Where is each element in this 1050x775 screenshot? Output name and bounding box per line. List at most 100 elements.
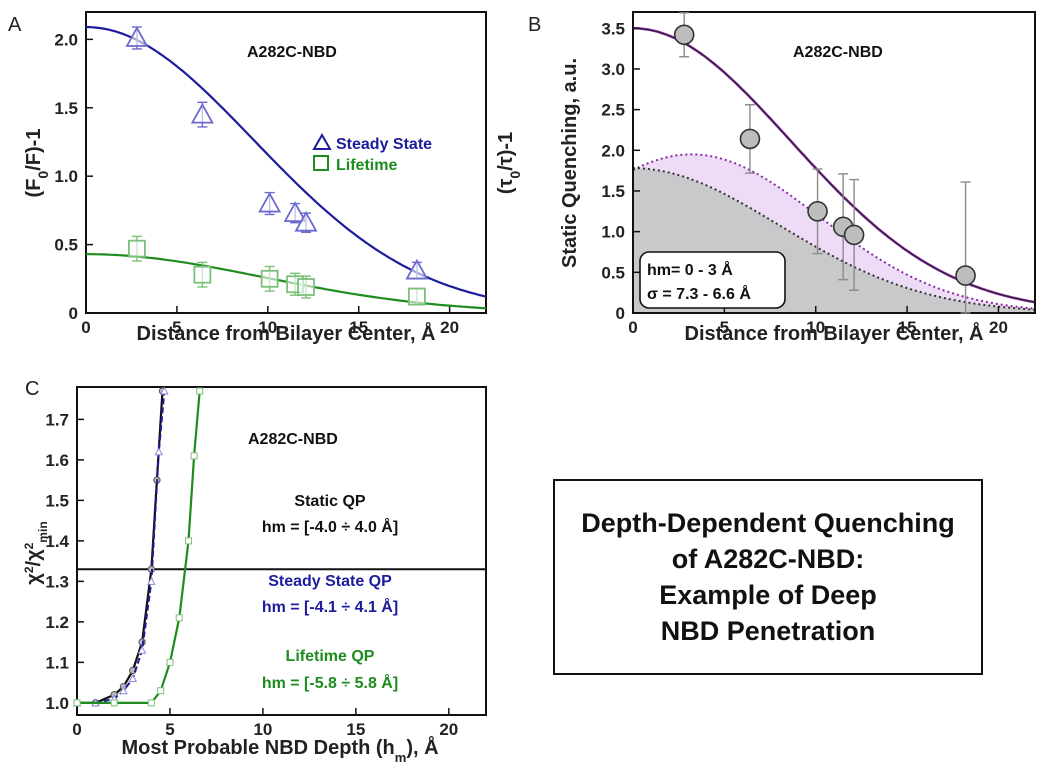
panel-b-ylabel: Static Quenching, a.u. <box>559 58 581 268</box>
panel-c-lifetime-range: hm = [-5.8 ÷ 5.8 Å] <box>262 673 398 692</box>
panel-c-series-line <box>77 390 164 704</box>
legend-lifetime: Lifetime <box>336 157 397 174</box>
panel-b-annotation-box <box>639 251 786 309</box>
panel-b-annotation-sigma: σ = 7.3 - 6.6 Å <box>647 284 751 303</box>
panel-a-lifetime-point <box>297 278 315 296</box>
panel-a-chart: 0 5 10 15 20 0 0.5 1.0 1.5 2.0 A282C-NBD Steady S… <box>23 11 523 345</box>
panel-a-frame <box>85 11 487 314</box>
panel-a-lifetime-point <box>193 265 212 284</box>
panel-b-xtick-label: 5 <box>720 318 729 337</box>
panel-b-point <box>739 128 761 150</box>
panel-b-ytick-label: 1.5 <box>601 182 625 201</box>
panel-c-lifetime-point <box>196 387 204 395</box>
legend-steady-state: Steady State <box>336 136 432 153</box>
panel-b-shallow-line <box>632 153 1036 310</box>
panel-a-xtick-label: 10 <box>258 318 277 337</box>
panel-b-xtick-label: 0 <box>628 318 637 337</box>
panel-c-series-line <box>77 390 166 704</box>
panel-c-lifetime-point <box>190 452 198 460</box>
panel-c-xtick-label: 15 <box>346 720 365 739</box>
panel-a-lifetime-point <box>408 287 426 306</box>
panel-c-ytick-label: 1.7 <box>45 410 69 429</box>
summary-line: of A282C-NBD: <box>671 544 865 574</box>
legend-triangle-icon <box>312 132 332 150</box>
panel-b-xtick-label: 10 <box>806 318 825 337</box>
panel-c-xtick-label: 20 <box>439 720 458 739</box>
panel-c-steady-range: hm = [-4.1 ÷ 4.1 Å] <box>262 597 398 616</box>
panel-c-ytick-label: 1.6 <box>45 451 69 470</box>
panel-c-steady-point <box>160 386 169 395</box>
panel-c-xtick-label: 5 <box>165 720 174 739</box>
panel-a-steady-fit-line <box>86 26 487 298</box>
panel-c-lifetime-point <box>157 687 165 695</box>
panel-a-legend: Steady State Lifetime <box>312 132 432 174</box>
panel-a-steady-point <box>258 191 282 213</box>
panel-a-lifetime-point <box>128 239 146 258</box>
panel-a-ytick-label: 0.5 <box>54 236 78 255</box>
panel-a-ytick-label: 1.0 <box>54 167 78 186</box>
panel-c-ytick-label: 1.3 <box>45 572 69 591</box>
panel-b-ytick-label: 0.5 <box>601 263 625 282</box>
panel-a-lifetime-fit-line <box>86 253 487 310</box>
panel-b-point <box>673 24 695 46</box>
panel-b-point <box>807 201 828 222</box>
panel-letter-b: B <box>528 14 541 36</box>
panel-b-xtick-label: 15 <box>898 318 917 337</box>
panel-c-ytick-label: 1.0 <box>45 694 69 713</box>
panel-c-static-range: hm = [-4.0 ÷ 4.0 Å] <box>262 517 398 536</box>
panel-a-ytick-label: 0 <box>69 304 78 323</box>
summary-line: NBD Penetration <box>660 616 876 646</box>
panel-c-lifetime-point <box>175 614 183 622</box>
summary-line: Depth-Dependent Quenching <box>581 508 955 538</box>
panel-b-chart: 0 5 10 15 20 0 0.5 1.0 1.5 2.0 2.5 3.0 3.5 A282C-NBD… <box>559 11 1036 345</box>
panel-c-lifetime-point <box>73 699 81 707</box>
panel-b-ytick-label: 2.5 <box>601 101 625 120</box>
panel-c-steady-label: Steady State QP <box>268 573 392 590</box>
panel-b-point <box>955 265 976 286</box>
panel-letter-a: A <box>8 14 22 36</box>
panel-a-ytick-label: 2.0 <box>54 30 78 49</box>
panel-c-steady-point <box>119 686 128 695</box>
panel-c-ytick-label: 1.2 <box>45 613 69 632</box>
panel-a-ylabel-right: (τ0/τ)-1 <box>495 132 523 194</box>
panel-c-frame <box>76 386 487 716</box>
panel-c-xtick-label: 0 <box>72 720 81 739</box>
panel-c-lifetime-point <box>110 699 118 707</box>
panel-a-xtick-label: 15 <box>349 318 368 337</box>
panel-a-steady-point <box>405 258 429 280</box>
panel-b-point <box>843 224 865 246</box>
panel-b-ytick-label: 3.0 <box>601 60 625 79</box>
summary-line: Example of Deep <box>659 580 877 610</box>
panel-c-lifetime-label: Lifetime QP <box>286 648 375 665</box>
panel-a-ytick-label: 1.5 <box>54 99 78 118</box>
panel-c-steady-point <box>154 447 164 456</box>
panel-c-xlabel: Most Probable NBD Depth (hm), Å <box>121 735 438 765</box>
panel-a-steady-point <box>283 201 307 223</box>
panel-b-annotation-hm: hm= 0 - 3 Å <box>647 260 733 279</box>
panel-a-steady-point <box>294 210 318 232</box>
panel-c-lifetime-point <box>166 658 174 666</box>
panel-c-chart: 0 5 10 15 20 1.0 1.1 1.2 1.3 1.4 1.5 1.6 1.7 A282C-N… <box>22 386 487 765</box>
panel-b-ytick-label: 2.0 <box>601 141 625 160</box>
panel-b-ytick-label: 3.5 <box>601 19 625 38</box>
panel-c-steady-point <box>147 576 156 585</box>
panel-b-xlabel: Distance from Bilayer Center, Å <box>685 321 984 345</box>
panel-c-ytick-label: 1.4 <box>45 532 69 551</box>
summary-box: Depth-Dependent Quenching of A282C-NBD: … <box>553 479 983 675</box>
panel-c-ytick-label: 1.5 <box>45 491 69 510</box>
panel-a-xtick-label: 20 <box>440 318 459 337</box>
panel-c-static-label: Static QP <box>294 493 365 510</box>
panel-a-xtick-label: 0 <box>81 318 90 337</box>
legend-square-icon <box>313 155 329 171</box>
panel-a-xlabel: Distance from Bilayer Center, Å <box>137 321 436 345</box>
panel-c-ytick-label: 1.1 <box>45 653 69 672</box>
panel-c-steady-point <box>137 645 147 654</box>
panel-a-title: A282C-NBD <box>247 44 337 61</box>
panel-a-ylabel-left: (F0/F)-1 <box>23 129 51 198</box>
panel-b-ytick-label: 0 <box>616 304 625 323</box>
panel-a-steady-point <box>190 102 214 124</box>
panel-b-xtick-label: 20 <box>989 318 1008 337</box>
panel-b-frame <box>632 11 1036 314</box>
panel-c-lifetime-point <box>147 699 155 707</box>
panel-c-steady-point <box>128 674 138 683</box>
